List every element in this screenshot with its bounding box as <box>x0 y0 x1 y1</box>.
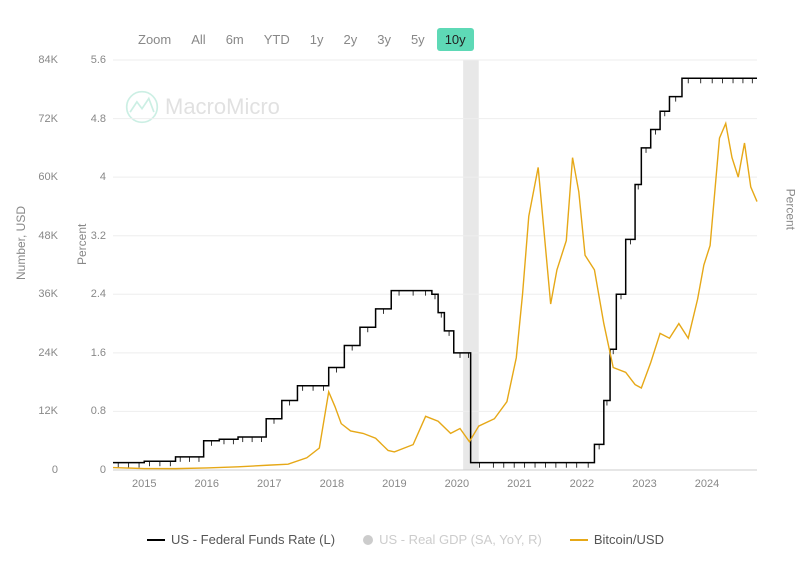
y1-tick-label: 48K <box>28 230 58 242</box>
y1-tick-label: 24K <box>28 347 58 359</box>
x-tick-label: 2018 <box>320 478 344 490</box>
y2-tick-label: 4 <box>82 171 106 183</box>
y1-tick-label: 72K <box>28 113 58 125</box>
y1-tick-label: 12K <box>28 405 58 417</box>
y2-tick-label: 0.8 <box>82 405 106 417</box>
y2-tick-label: 3.2 <box>82 230 106 242</box>
y1-tick-label: 60K <box>28 171 58 183</box>
y2-tick-label: 0 <box>82 464 106 476</box>
x-tick-label: 2017 <box>257 478 281 490</box>
legend-item[interactable]: US - Federal Funds Rate (L) <box>147 532 335 547</box>
legend-swatch <box>570 539 588 541</box>
y1-tick-label: 0 <box>28 464 58 476</box>
x-tick-label: 2019 <box>382 478 406 490</box>
y2-tick-label: 4.8 <box>82 113 106 125</box>
y2-tick-label: 5.6 <box>82 54 106 66</box>
y2-tick-label: 1.6 <box>82 347 106 359</box>
x-tick-label: 2016 <box>195 478 219 490</box>
legend-item[interactable]: Bitcoin/USD <box>570 532 664 547</box>
legend-swatch <box>363 535 373 545</box>
x-tick-label: 2022 <box>570 478 594 490</box>
legend: US - Federal Funds Rate (L) US - Real GDP… <box>0 532 811 547</box>
x-tick-label: 2015 <box>132 478 156 490</box>
y1-tick-label: 84K <box>28 54 58 66</box>
x-tick-label: 2024 <box>695 478 719 490</box>
legend-swatch <box>147 539 165 541</box>
legend-label: Bitcoin/USD <box>594 532 664 547</box>
y2-tick-label: 2.4 <box>82 288 106 300</box>
x-tick-label: 2020 <box>445 478 469 490</box>
legend-item[interactable]: US - Real GDP (SA, YoY, R) <box>363 532 542 547</box>
legend-label: US - Real GDP (SA, YoY, R) <box>379 532 542 547</box>
x-tick-label: 2023 <box>632 478 656 490</box>
x-tick-label: 2021 <box>507 478 531 490</box>
y1-tick-label: 36K <box>28 288 58 300</box>
legend-label: US - Federal Funds Rate (L) <box>171 532 335 547</box>
